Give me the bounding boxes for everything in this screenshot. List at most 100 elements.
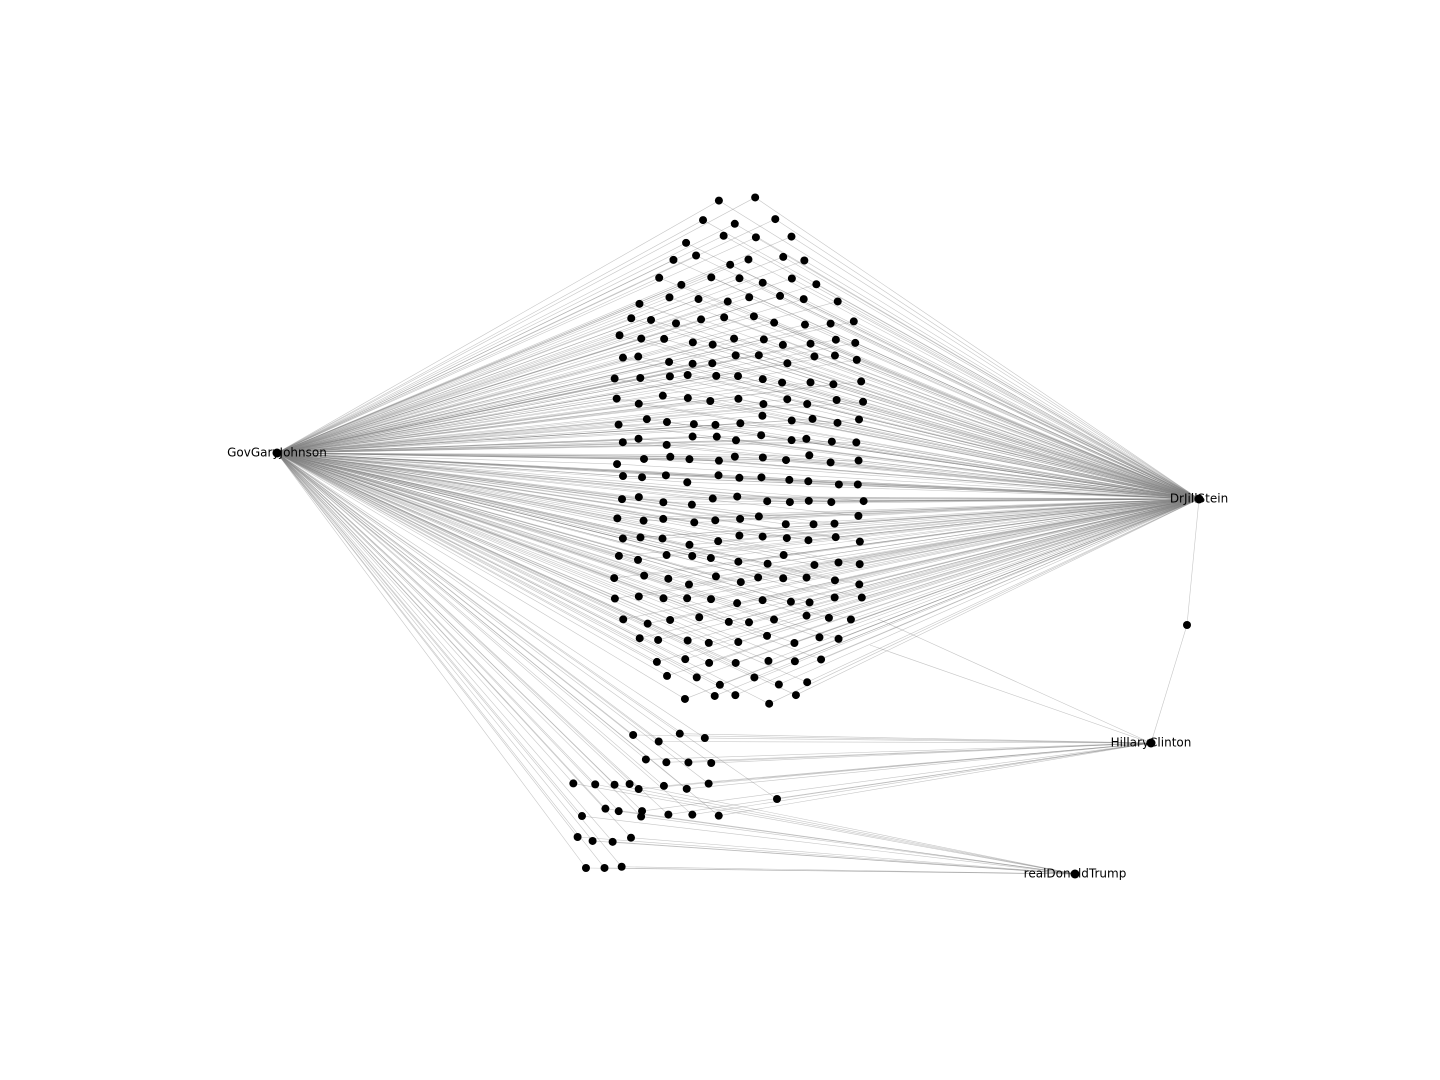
node-mid-cluster xyxy=(773,795,781,803)
edge-main-cluster-stein xyxy=(789,498,1200,503)
edge-main-cluster-stein xyxy=(834,355,1200,500)
edge-main-cluster-johnson xyxy=(276,452,810,456)
edge-main-cluster-stein xyxy=(754,498,1200,678)
edge-main-cluster-johnson xyxy=(276,382,783,454)
edge-lower-cluster-johnson xyxy=(276,452,593,842)
edge-main-cluster-stein xyxy=(698,298,1200,500)
node-main-cluster xyxy=(855,580,864,589)
edge-main-cluster-stein xyxy=(735,439,1200,500)
node-main-cluster xyxy=(634,555,643,564)
node-main-cluster xyxy=(779,574,788,583)
node-main-cluster xyxy=(683,636,692,645)
edge-main-cluster-stein xyxy=(816,284,1200,500)
edge-main-cluster-johnson xyxy=(276,452,690,546)
edge-main-cluster-johnson xyxy=(276,452,716,521)
edge-main-cluster-stein xyxy=(640,498,1200,538)
edge-main-cluster-stein xyxy=(782,344,1200,500)
node-main-cluster xyxy=(655,273,664,282)
edge-main-cluster-johnson xyxy=(276,235,724,454)
edge-main-cluster-johnson xyxy=(276,452,790,503)
node-main-cluster xyxy=(614,420,623,429)
node-main-cluster xyxy=(730,452,739,461)
node-main-cluster xyxy=(830,351,839,360)
edge-main-cluster-stein xyxy=(755,237,1200,500)
edge-lower-cluster-johnson xyxy=(276,452,622,867)
edge-main-cluster-stein xyxy=(658,498,1200,641)
edge-main-cluster-johnson xyxy=(276,452,717,577)
edge-main-cluster-johnson xyxy=(276,452,750,623)
edge-main-cluster-johnson xyxy=(276,381,862,454)
edge-main-cluster-johnson xyxy=(276,399,837,454)
edge-main-cluster-stein xyxy=(762,282,1200,500)
node-main-cluster xyxy=(735,473,744,482)
edge-main-cluster-stein xyxy=(640,377,1200,500)
node-main-cluster xyxy=(659,594,668,603)
edge-main-cluster-stein xyxy=(641,338,1200,500)
edge-lower-cluster-johnson xyxy=(276,452,596,785)
node-main-cluster xyxy=(627,314,636,323)
node-main-cluster xyxy=(683,594,692,603)
edge-main-cluster-stein xyxy=(838,484,1200,500)
edge-main-cluster-stein xyxy=(687,498,1200,599)
edge-main-cluster-johnson xyxy=(276,259,674,454)
edge-main-cluster-johnson xyxy=(276,452,807,578)
edge-main-cluster-stein xyxy=(663,498,1200,599)
edge-main-cluster-stein xyxy=(808,480,1200,500)
node-main-cluster xyxy=(806,339,815,348)
edge-main-cluster-stein xyxy=(814,498,1200,566)
edge-main-cluster-johnson xyxy=(276,452,809,541)
node-main-cluster xyxy=(642,415,651,424)
edge-main-cluster-stein xyxy=(859,498,1200,565)
edge-lower-cluster-trump xyxy=(614,784,1076,875)
edge-main-cluster-johnson xyxy=(276,295,781,454)
edge-main-cluster-stein xyxy=(622,357,1200,500)
edge-main-cluster-stein xyxy=(783,256,1200,500)
node-main-cluster xyxy=(787,436,796,445)
node-main-cluster xyxy=(662,440,671,449)
node-main-cluster xyxy=(688,551,697,560)
node-main-cluster xyxy=(711,516,720,525)
edge-main-cluster-johnson xyxy=(276,436,717,454)
edge-mid-cluster-clinton xyxy=(718,742,1152,816)
edge-main-cluster-johnson xyxy=(276,452,640,639)
edge-main-cluster-stein xyxy=(794,498,1200,644)
edge-main-cluster-stein xyxy=(850,498,1200,620)
edge-mid-cluster-clinton xyxy=(708,742,1152,784)
edge-main-cluster-stein xyxy=(783,498,1200,579)
edge-main-cluster-johnson xyxy=(276,323,677,454)
edge-mid-cluster-clinton xyxy=(776,742,1152,800)
node-main-cluster xyxy=(758,532,767,541)
node-main-cluster xyxy=(803,399,812,408)
edge-main-cluster-stein xyxy=(834,498,1200,598)
edge-main-cluster-johnson xyxy=(276,284,682,454)
edge-main-cluster-stein xyxy=(786,498,1200,539)
edge-main-cluster-stein xyxy=(809,498,1200,603)
node-mid-cluster xyxy=(664,810,673,819)
edge-mid-cluster-johnson xyxy=(276,452,659,742)
node-main-cluster xyxy=(618,534,627,543)
edge-main-cluster-stein xyxy=(791,439,1200,500)
node-main-cluster xyxy=(782,456,791,465)
node-main-cluster xyxy=(658,391,667,400)
edge-main-cluster-stein xyxy=(838,498,1200,563)
edge-main-cluster-stein xyxy=(763,339,1200,500)
graph-nodes xyxy=(272,193,1204,879)
edge-main-cluster-johnson xyxy=(276,296,750,454)
edge-main-cluster-johnson xyxy=(276,452,795,644)
edge-lower-cluster-trump xyxy=(573,783,1076,875)
edge-main-cluster-johnson xyxy=(276,378,763,454)
node-main-cluster xyxy=(831,335,840,344)
edge-main-cluster-johnson xyxy=(276,452,830,619)
edge-main-cluster-johnson xyxy=(276,452,768,637)
node-main-cluster xyxy=(692,251,701,260)
edge-main-cluster-stein xyxy=(737,375,1200,500)
node-main-cluster xyxy=(735,274,744,283)
edge-main-cluster-johnson xyxy=(276,452,729,623)
edge-main-cluster-stein xyxy=(711,277,1200,500)
node-main-cluster xyxy=(859,497,868,506)
edge-main-cluster-stein xyxy=(637,498,1200,561)
edge-lower-cluster-johnson xyxy=(276,452,630,785)
node-main-cluster xyxy=(834,480,843,489)
edge-main-cluster-johnson xyxy=(276,301,728,454)
edge-main-cluster-johnson xyxy=(276,452,860,565)
